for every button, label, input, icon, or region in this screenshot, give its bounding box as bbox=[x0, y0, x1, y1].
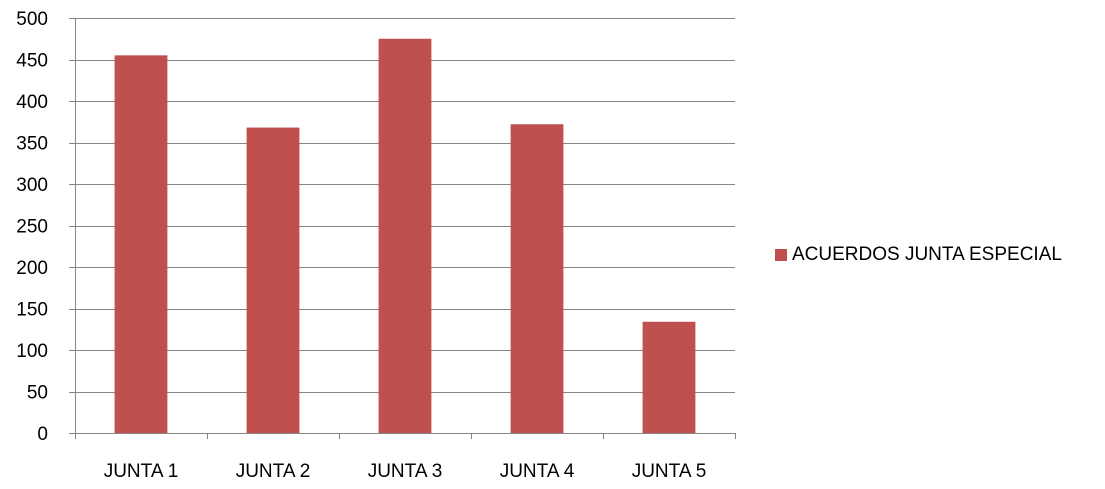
y-tick-label: 0 bbox=[37, 424, 48, 445]
y-tick-label: 100 bbox=[16, 341, 48, 362]
bar-junta-2 bbox=[246, 127, 300, 433]
bar-junta-4 bbox=[510, 124, 564, 434]
y-tick-label: 150 bbox=[16, 300, 48, 321]
x-tick-label: JUNTA 1 bbox=[104, 461, 179, 482]
x-tick-label: JUNTA 2 bbox=[236, 461, 311, 482]
y-tick-label: 500 bbox=[16, 9, 48, 30]
x-tick-labels: JUNTA 1 JUNTA 2 JUNTA 3 JUNTA 4 JUNTA 5 bbox=[104, 461, 707, 482]
legend: ACUERDOS JUNTA ESPECIAL bbox=[775, 243, 1062, 267]
axes bbox=[75, 18, 736, 439]
y-tick-label: 300 bbox=[16, 175, 48, 196]
y-tick-label: 200 bbox=[16, 258, 48, 279]
y-tick-label: 400 bbox=[16, 92, 48, 113]
y-tick-label: 450 bbox=[16, 51, 48, 72]
bar-junta-3 bbox=[378, 38, 432, 433]
y-tick-labels: 0 50 100 150 200 250 300 350 400 450 500 bbox=[16, 9, 48, 445]
bars bbox=[114, 38, 696, 434]
bar-junta-1 bbox=[114, 55, 168, 433]
x-tick-label: JUNTA 3 bbox=[368, 461, 443, 482]
x-tick-label: JUNTA 5 bbox=[632, 461, 707, 482]
x-tick-label: JUNTA 4 bbox=[500, 461, 575, 482]
legend-swatch bbox=[775, 249, 787, 261]
y-tick-label: 350 bbox=[16, 134, 48, 155]
y-tick-label: 50 bbox=[27, 383, 48, 404]
legend-label: ACUERDOS JUNTA ESPECIAL bbox=[792, 244, 1062, 265]
bar-junta-5 bbox=[642, 321, 696, 433]
y-tick-label: 250 bbox=[16, 217, 48, 238]
